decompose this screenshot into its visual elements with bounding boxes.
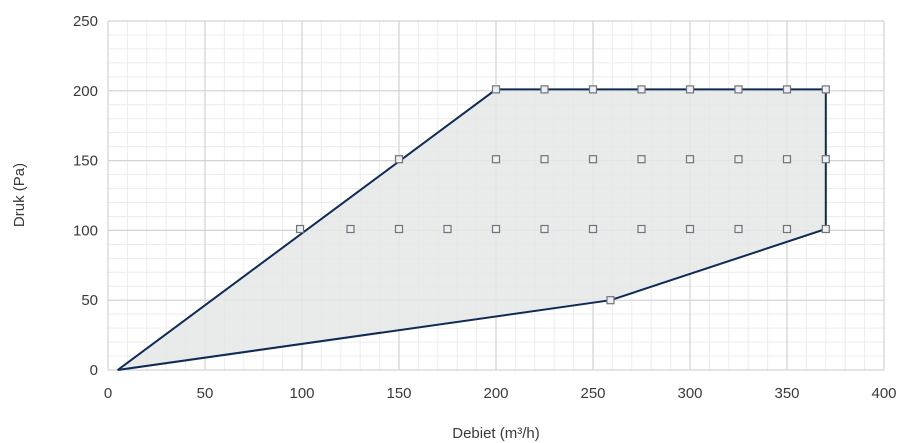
data-point: [588, 155, 598, 164]
data-point: [540, 85, 549, 94]
data-point: [685, 224, 695, 234]
data-point: [491, 85, 501, 94]
x-tick-label: 50: [197, 385, 214, 402]
y-axis-title: Druk (Pa): [11, 163, 28, 227]
x-axis-ticks: 0 50 100 150 200 250 300 350 400: [104, 385, 897, 402]
data-point: [637, 224, 646, 234]
data-points: [295, 85, 830, 305]
x-axis-title: Debiet (m³/h): [452, 425, 540, 442]
y-tick-label: 250: [73, 13, 98, 30]
data-point: [782, 224, 792, 234]
x-tick-label: 250: [580, 385, 605, 402]
data-point: [685, 155, 695, 164]
x-tick-label: 400: [871, 385, 896, 402]
data-point: [782, 155, 792, 164]
data-point: [606, 296, 615, 305]
x-tick-label: 200: [483, 385, 508, 402]
data-point: [821, 224, 830, 234]
x-tick-label: 350: [774, 385, 799, 402]
data-point: [734, 85, 743, 94]
data-point: [734, 155, 743, 164]
x-tick-label: 0: [104, 385, 112, 402]
data-point: [346, 224, 355, 234]
x-tick-label: 100: [289, 385, 314, 402]
data-point: [782, 85, 792, 94]
data-point: [540, 224, 549, 234]
data-point: [637, 85, 646, 94]
data-point: [443, 224, 452, 234]
data-point: [295, 224, 305, 234]
operating-range-area: [117, 89, 826, 371]
x-tick-label: 300: [677, 385, 702, 402]
y-tick-label: 50: [81, 292, 98, 309]
x-tick-label: 150: [386, 385, 411, 402]
data-point: [540, 155, 549, 164]
y-tick-label: 200: [73, 83, 98, 100]
data-point: [821, 155, 830, 164]
y-tick-label: 0: [90, 362, 98, 379]
y-tick-label: 100: [73, 222, 98, 239]
y-tick-label: 150: [73, 153, 98, 170]
y-axis-ticks: 0 50 100 150 200 250: [73, 13, 98, 379]
data-point: [685, 85, 695, 94]
data-point: [394, 224, 404, 234]
data-point: [491, 224, 501, 234]
data-point: [588, 224, 598, 234]
data-point: [394, 155, 404, 164]
data-point: [588, 85, 598, 94]
data-point: [734, 224, 743, 234]
data-point: [491, 155, 501, 164]
data-point: [637, 155, 646, 164]
data-point: [821, 85, 830, 94]
